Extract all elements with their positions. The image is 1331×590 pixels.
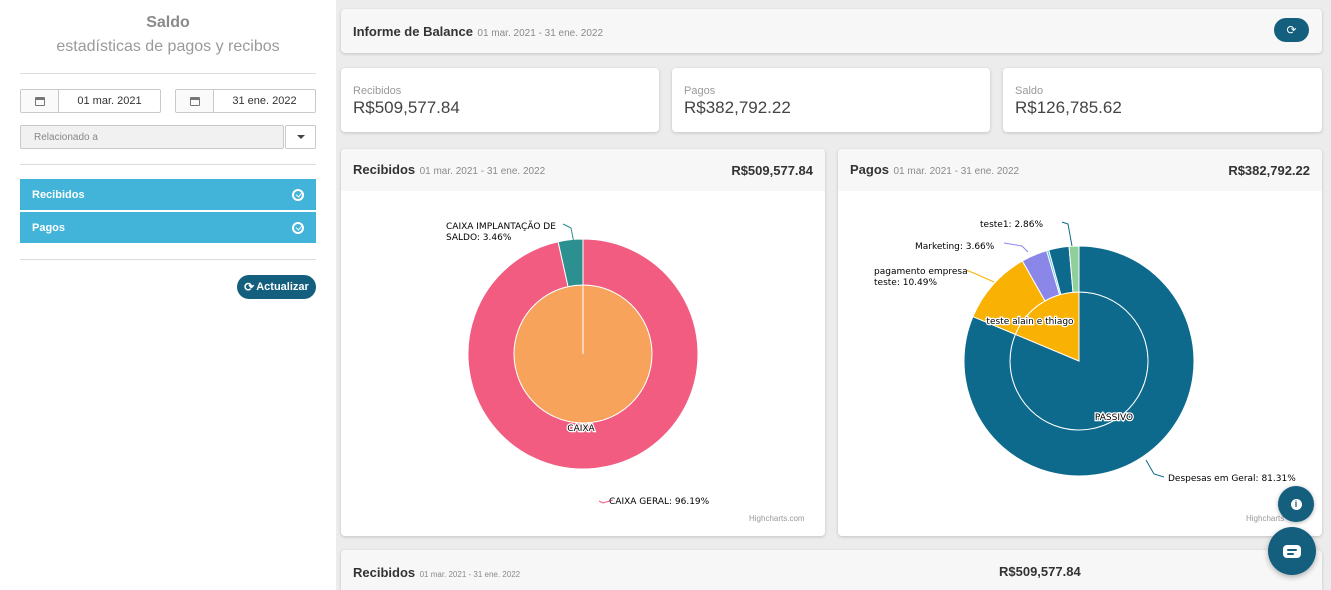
data-label: CAIXA GERAL: 96.19% <box>609 497 710 507</box>
stat-label: Pagos <box>684 85 716 97</box>
filter-label: Recibidos <box>32 188 85 201</box>
data-label: CAIXA <box>567 424 595 434</box>
label-connector <box>965 269 995 283</box>
label-connector <box>598 499 614 504</box>
calendar-icon[interactable] <box>176 90 214 112</box>
stat-value: R$509,577.84 <box>353 98 460 117</box>
data-label: teste: 10.49% <box>874 278 937 288</box>
refresh-icon: ⟳ <box>1286 23 1297 37</box>
calendar-icon[interactable] <box>21 90 59 112</box>
label-connector <box>1061 221 1073 247</box>
chart-credits[interactable]: Highcharts.com <box>749 514 805 523</box>
recibidos-chart-card: Recibidos 01 mar. 2021 - 31 ene. 2022 R$… <box>341 149 825 536</box>
section-title: Recibidos <box>353 565 416 580</box>
data-label: pagamento empresa <box>874 267 968 277</box>
sidebar-subtitle: estadísticas de pagos y recibos <box>56 38 280 55</box>
chat-button[interactable] <box>1268 527 1316 575</box>
filter-pagos[interactable]: Pagos <box>20 212 316 243</box>
chart-range: 01 mar. 2021 - 31 ene. 2022 <box>893 166 1020 177</box>
filter-label: Pagos <box>32 221 66 234</box>
report-title: Informe de Balance <box>353 24 473 39</box>
divider <box>20 259 316 260</box>
stat-card-pagos: Pagos R$382,792.22 <box>672 68 990 132</box>
chart-credits[interactable]: Highcharts <box>1246 514 1285 523</box>
stat-card-saldo: Saldo R$126,785.62 <box>1003 68 1322 132</box>
data-label: SALDO: 3.46% <box>446 233 512 243</box>
chart-total: R$382,792.22 <box>1228 162 1310 178</box>
inner-slice[interactable] <box>513 284 653 424</box>
stat-value: R$126,785.62 <box>1015 98 1122 117</box>
section-range: 01 mar. 2021 - 31 ene. 2022 <box>419 570 521 579</box>
chart-title: Recibidos <box>353 162 416 177</box>
chart-title: Pagos <box>850 162 890 177</box>
outer-slice[interactable] <box>1068 245 1080 293</box>
info-button[interactable]: i <box>1278 486 1314 522</box>
chat-icon <box>1283 544 1301 558</box>
pagos-donut-chart: teste1: 2.86% Marketing: 3.66% pagamento e… <box>874 220 1296 484</box>
data-label: Despesas em Geral: 81.31% <box>1168 474 1296 484</box>
date-from-value[interactable]: 01 mar. 2021 <box>77 95 142 107</box>
divider <box>20 73 316 74</box>
stat-label: Saldo <box>1015 85 1044 97</box>
report-header: Informe de Balance 01 mar. 2021 - 31 ene… <box>341 9 1322 53</box>
date-from-field[interactable]: 01 mar. 2021 <box>20 89 161 113</box>
update-button[interactable]: ⟳ Actualizar <box>237 275 316 299</box>
recibidos-section-header: Recibidos 01 mar. 2021 - 31 ene. 2022 R$… <box>341 550 1322 590</box>
label-connector <box>562 223 576 249</box>
related-dropdown-button[interactable] <box>285 125 316 149</box>
filter-recibidos[interactable]: Recibidos <box>20 179 316 210</box>
outer-slice[interactable] <box>963 245 1195 477</box>
refresh-icon: ⟳ <box>244 280 255 294</box>
caret-down-icon <box>296 135 305 139</box>
data-label: CAIXA IMPLANTAÇÃO DE <box>446 221 556 232</box>
label-connector <box>1003 242 1029 253</box>
refresh-button[interactable]: ⟳ <box>1274 18 1309 42</box>
label-connector <box>1145 459 1165 478</box>
outer-slice[interactable] <box>557 238 584 288</box>
update-label: Actualizar <box>256 281 309 293</box>
related-select[interactable]: Relacionado a <box>20 125 284 149</box>
outer-slice[interactable] <box>467 238 699 470</box>
info-icon: i <box>1290 498 1302 510</box>
chart-total: R$509,577.84 <box>731 162 813 178</box>
data-label: teste alain e thiago <box>986 317 1074 327</box>
check-circle-icon <box>292 188 304 201</box>
date-to-value[interactable]: 31 ene. 2022 <box>232 95 297 107</box>
stat-card-recibidos: Recibidos R$509,577.84 <box>341 68 659 132</box>
sidebar-title: Saldo <box>146 14 190 31</box>
report-range: 01 mar. 2021 - 31 ene. 2022 <box>477 28 604 39</box>
chart-range: 01 mar. 2021 - 31 ene. 2022 <box>419 166 546 177</box>
section-total: R$509,577.84 <box>999 564 1081 579</box>
date-to-field[interactable]: 31 ene. 2022 <box>175 89 316 113</box>
divider <box>20 164 316 165</box>
stat-value: R$382,792.22 <box>684 98 791 117</box>
check-circle-icon <box>292 221 304 234</box>
stat-label: Recibidos <box>353 85 402 97</box>
pagos-chart-card: Pagos 01 mar. 2021 - 31 ene. 2022 R$382,… <box>838 149 1322 536</box>
data-label: teste1: 2.86% <box>980 220 1043 230</box>
data-label: Marketing: 3.66% <box>915 242 995 252</box>
data-label: PASSIVO <box>1095 413 1133 423</box>
sidebar: Saldo estadísticas de pagos y recibos 01… <box>0 0 336 590</box>
